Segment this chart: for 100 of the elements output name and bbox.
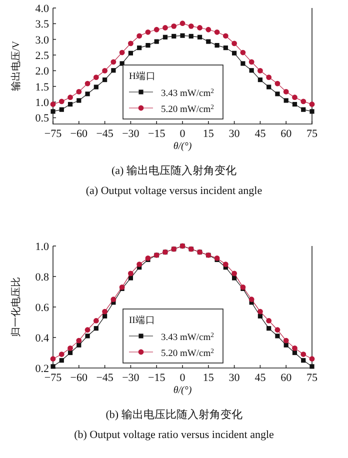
point (197, 34, 202, 40)
point (94, 84, 98, 90)
point (266, 74, 272, 80)
point (258, 308, 263, 314)
point (50, 356, 56, 362)
point (110, 296, 116, 302)
x-tick-label: −30 (122, 128, 140, 140)
point (68, 94, 73, 100)
point (309, 102, 315, 107)
point (206, 26, 212, 32)
point (59, 107, 64, 112)
point (284, 98, 288, 103)
point (274, 327, 280, 333)
y-tick-label: 0.2 (35, 363, 49, 375)
point (58, 98, 64, 104)
y-tick-label: 0.4 (35, 332, 50, 344)
point (76, 338, 82, 344)
point (93, 74, 99, 80)
point (240, 50, 246, 56)
y-tick-label: 2.5 (35, 50, 50, 62)
point (128, 276, 133, 280)
point (292, 350, 298, 356)
y-tick-label: 1.0 (35, 97, 50, 110)
point (309, 356, 315, 362)
point (275, 334, 280, 338)
point (137, 46, 142, 50)
point (258, 314, 262, 318)
point (249, 68, 254, 73)
text: (a) Output voltage versus incident angle (86, 185, 262, 197)
point (232, 40, 237, 46)
y-tick-label: 1.0 (35, 241, 50, 253)
x-tick-label: −60 (70, 372, 88, 384)
point (266, 84, 272, 90)
point (84, 327, 90, 333)
x-tick-label: −30 (122, 372, 140, 384)
x-tick-label: 0 (180, 372, 186, 384)
point (301, 107, 306, 112)
point (180, 33, 185, 38)
point (188, 23, 194, 29)
legend-label: 5.20 mW/cm$^{2}$ (161, 104, 214, 115)
y-tick-label: 0.6 (35, 302, 50, 314)
point (154, 26, 160, 32)
point (275, 92, 280, 96)
point (85, 334, 90, 338)
point (102, 308, 108, 314)
point (232, 50, 237, 56)
x-tick-label: −60 (70, 128, 88, 140)
point (128, 50, 133, 56)
y-tick-label: 0.5 (35, 112, 50, 125)
y-axis-title: 归一化电压比 (10, 277, 22, 337)
point (292, 94, 298, 100)
x-axis-title: θ/(°) (173, 141, 192, 152)
x-tick-label: −15 (148, 128, 166, 140)
x-tick-label: 75 (306, 372, 318, 384)
point (58, 352, 64, 357)
point (94, 326, 98, 331)
point (266, 326, 272, 331)
point (93, 318, 99, 324)
point (76, 98, 82, 103)
y-tick-label: 3.5 (35, 18, 50, 31)
y-tick-label: 4.0 (35, 3, 50, 15)
point (145, 29, 151, 35)
legend-title: H端口 (129, 70, 156, 82)
point (223, 46, 228, 50)
point (136, 33, 142, 39)
x-tick-label: 30 (228, 128, 240, 140)
point (146, 43, 150, 48)
point (258, 77, 262, 82)
point (258, 68, 263, 74)
point (283, 338, 289, 344)
point (283, 89, 289, 94)
x-tick-label: −45 (96, 128, 114, 140)
point (84, 80, 90, 86)
text: (b) Output voltage ratio versus incident angle (74, 429, 274, 441)
y-tick-label: 1.5 (35, 81, 50, 94)
point (162, 25, 168, 30)
point (85, 92, 90, 96)
point (206, 39, 211, 44)
point (248, 59, 254, 65)
point (214, 29, 220, 35)
legend-label: 3.43 mW/cm$^{2}$ (161, 332, 214, 343)
point (136, 262, 142, 267)
legend-label: 3.43 mW/cm$^{2}$ (161, 88, 214, 99)
x-tick-label: 45 (254, 128, 266, 140)
y-tick-label: 0.8 (35, 272, 50, 284)
point (172, 34, 176, 39)
point (284, 342, 288, 348)
point (68, 345, 73, 351)
point (154, 39, 159, 44)
y-tick-label: 3.0 (35, 34, 50, 46)
point (128, 40, 134, 46)
x-tick-label: 60 (280, 128, 292, 140)
x-tick-label: −75 (44, 372, 62, 384)
point (128, 270, 134, 276)
point (300, 98, 306, 104)
point (180, 20, 186, 26)
point (119, 50, 125, 56)
x-tick-label: 75 (306, 128, 318, 140)
x-tick-label: −45 (96, 372, 114, 384)
point (102, 314, 108, 318)
